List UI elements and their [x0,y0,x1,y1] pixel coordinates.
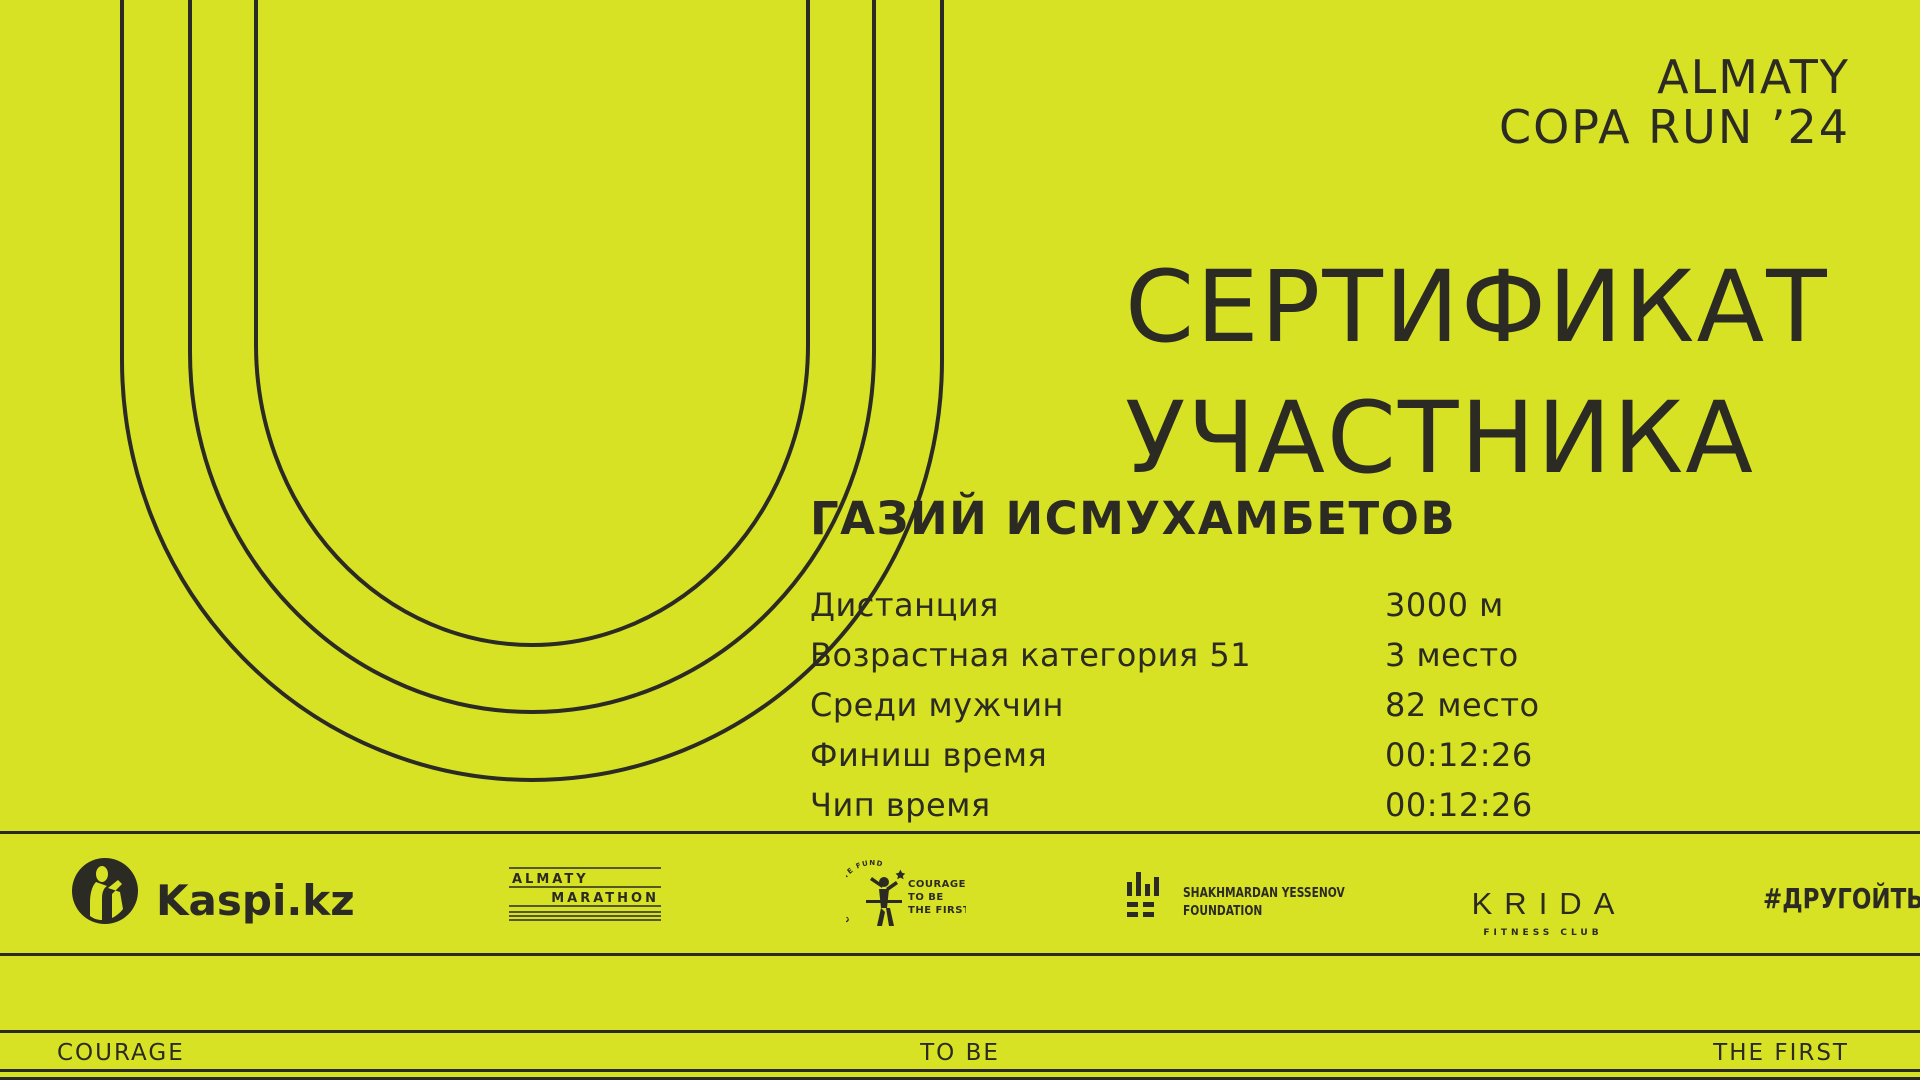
result-value: 3 место [1385,636,1519,674]
krida-logo-subtext: FITNESS CLUB [1483,928,1603,938]
footer-courage: COURAGE [57,1040,185,1066]
footer-top-line [0,1030,1920,1033]
corporate-fund-slogan-line2: TO BE [908,892,944,903]
result-label: Дистанция [810,586,999,624]
result-value: 3000 м [1385,586,1504,624]
yessenov-line1: SHAKHMARDAN YESSENOV [1183,885,1345,900]
event-name-line1: ALMATY [1657,50,1850,104]
page-title: СЕРТИФИКАТ УЧАСТНИКА [1125,242,1829,504]
result-value: 00:12:26 [1385,786,1533,824]
corporate-fund-slogan-line1: COURAGE [908,879,966,890]
result-value: 00:12:26 [1385,736,1533,774]
footer-the-first: THE FIRST [1713,1040,1849,1066]
yessenov-icon [1127,872,1159,917]
title-line1: СЕРТИФИКАТ [1125,250,1829,365]
result-row-age-category: Возрастная категория 51 3 место [810,636,1570,686]
separator-above-sponsors [0,831,1920,834]
result-label: Финиш время [810,736,1048,774]
runner-figure-icon [866,869,906,926]
participant-name: ГАЗИЙ ИСМУХАМБЕТОВ [810,492,1457,545]
almaty-marathon-logo: ALMATY MARATHON [509,867,661,921]
kaspi-logo-icon [72,858,138,924]
event-name: ALMATY COPA RUN ’24 [1499,52,1850,152]
corporate-fund-slogan-line3: THE FIRST! [908,905,966,916]
krida-logo: KRIDA FITNESS CLUB [1443,886,1643,938]
result-label: Среди мужчин [810,686,1064,724]
corporate-fund-logo: CORPORATE FUND COURAGE TO BE THE FIRST! [846,860,966,926]
results-table: Дистанция 3000 м Возрастная категория 51… [810,586,1570,836]
almaty-marathon-line1: ALMATY [512,872,589,887]
result-label: Возрастная категория 51 [810,636,1252,674]
yessenov-line2: FOUNDATION [1183,903,1262,918]
track-line-outer [120,0,944,782]
footer-bottom-line [0,1077,1920,1080]
almaty-marathon-line2: MARATHON [551,891,659,906]
corporate-fund-arc-text: CORPORATE FUND [846,860,884,924]
track-line-inner [254,0,810,647]
yessenov-foundation-logo: SHAKHMARDAN YESSENOV FOUNDATION [1127,872,1345,918]
result-label: Чип время [810,786,991,824]
kaspi-logo-text: Kaspi.kz [156,876,355,925]
result-row-distance: Дистанция 3000 м [810,586,1570,636]
result-row-chip-time: Чип время 00:12:26 [810,786,1570,836]
result-row-finish-time: Финиш время 00:12:26 [810,736,1570,786]
krida-logo-text: KRIDA [1471,886,1627,921]
result-value: 82 место [1385,686,1540,724]
title-line2: УЧАСТНИКА [1125,381,1756,496]
hashtag-logo: #ДРУГОЙТЫ [1763,882,1920,915]
track-line-middle [188,0,876,714]
event-name-line2: COPA RUN ’24 [1498,100,1850,154]
separator-below-sponsors [0,953,1920,956]
footer-mid-line [0,1069,1920,1072]
footer-to-be: TO BE [920,1040,1000,1066]
result-row-among-men: Среди мужчин 82 место [810,686,1570,736]
